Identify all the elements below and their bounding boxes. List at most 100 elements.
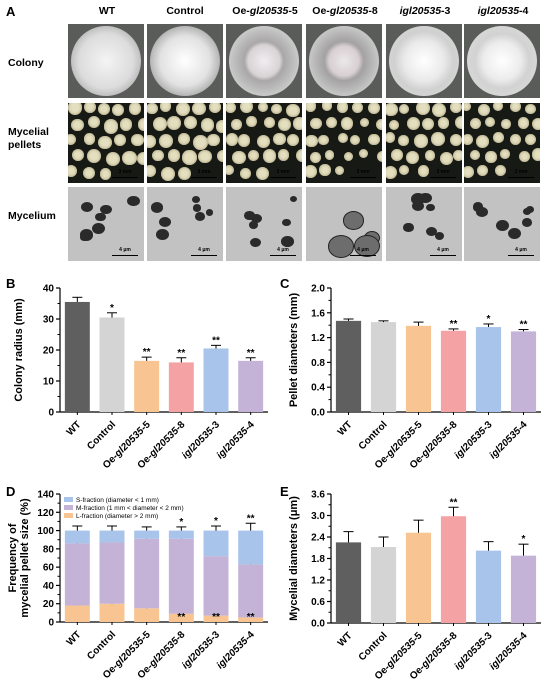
bar bbox=[475, 550, 502, 623]
pellet-blob bbox=[255, 166, 269, 180]
pellet-blob bbox=[464, 165, 474, 178]
bar bbox=[238, 360, 264, 412]
pellet-blob bbox=[509, 133, 522, 145]
pellet-blob bbox=[464, 133, 474, 145]
scalebar-mycelium-control: 4 μm bbox=[191, 247, 217, 257]
y-tick-label: 20 bbox=[43, 346, 55, 357]
y-tick-label: 60 bbox=[43, 563, 55, 574]
pellet-blob bbox=[68, 103, 83, 115]
pellet-blob bbox=[318, 134, 329, 146]
mycelium-photo-oe5: 4 μm bbox=[226, 187, 302, 261]
stacked-bar-segment bbox=[238, 564, 264, 618]
significance-mark: ** bbox=[212, 612, 220, 623]
y-tick-label: 80 bbox=[43, 544, 55, 555]
y-tick-label: 0 bbox=[48, 618, 54, 629]
scalebar-mycelium-wt: 4 μm bbox=[112, 247, 138, 257]
pellet-blob bbox=[525, 103, 536, 115]
chart-e-mycelial-diameters: 0.0 0.6 1.2 1.8 2.4 3.0 3.6 Mycelial diameters … bbox=[288, 490, 541, 682]
pellet-blob bbox=[98, 103, 111, 115]
hypha-cross-section bbox=[250, 237, 262, 248]
y-tick-label: 20 bbox=[43, 599, 55, 610]
hypha-cross-section bbox=[342, 211, 364, 230]
pellet-blob bbox=[431, 103, 446, 118]
chart-c-pellet-diameters: 0.0 0.4 0.8 1.2 1.6 2.0 Pellet diameters (mm) W… bbox=[288, 284, 541, 471]
panel-letter-a: A bbox=[6, 4, 16, 19]
pellet-blob bbox=[103, 119, 119, 134]
pellet-blob bbox=[83, 103, 97, 114]
y-axis-label: Colony radius (mm) bbox=[13, 298, 25, 402]
pellet-blob bbox=[122, 150, 137, 166]
x-tick-label: Control bbox=[357, 419, 390, 452]
pellet-blob bbox=[399, 164, 410, 176]
y-tick-label: 0.6 bbox=[311, 597, 325, 608]
pellet-blob bbox=[415, 103, 430, 115]
pellet-blob bbox=[87, 148, 102, 163]
stacked-bar-segment bbox=[99, 530, 125, 543]
y-tick-label: 100 bbox=[37, 526, 54, 537]
row-label-colony: Colony bbox=[8, 57, 44, 69]
hypha-cross-section bbox=[151, 202, 164, 213]
pellet-blob bbox=[386, 103, 398, 117]
bar bbox=[168, 362, 194, 412]
significance-mark: ** bbox=[143, 347, 151, 358]
bar bbox=[64, 301, 90, 412]
pellet-blob bbox=[273, 132, 286, 146]
pellet-blob bbox=[159, 103, 172, 112]
stacked-bar-segment bbox=[64, 530, 90, 544]
stacked-bar-segment bbox=[134, 608, 160, 622]
pellet-blob bbox=[119, 118, 133, 131]
hypha-cross-section bbox=[250, 214, 262, 224]
bar bbox=[510, 331, 537, 412]
y-tick-label: 1.8 bbox=[311, 554, 325, 565]
significance-mark: ** bbox=[177, 612, 185, 623]
pellet-blob bbox=[501, 118, 511, 129]
significance-mark: ** bbox=[247, 612, 255, 623]
x-tick-label: Control bbox=[85, 419, 118, 452]
y-axis-label: Pellet diameters (mm) bbox=[288, 293, 300, 408]
pellet-blob bbox=[532, 148, 540, 161]
stacked-bar-segment bbox=[64, 605, 90, 622]
significance-mark: * bbox=[522, 534, 526, 545]
bar bbox=[203, 348, 229, 412]
pellet-blob bbox=[257, 103, 269, 113]
mycelium-photo-igl4: 4 μm bbox=[464, 187, 540, 261]
pellet-blob bbox=[191, 103, 206, 116]
pellet-blob bbox=[386, 132, 396, 144]
pellet-blob bbox=[262, 148, 277, 163]
pellet-blob bbox=[453, 149, 462, 161]
scalebar-mycelium-igl4: 4 μm bbox=[508, 247, 534, 257]
hypha-cross-section bbox=[194, 211, 206, 221]
pellet-blob bbox=[326, 116, 338, 128]
mycelium-photo-control: 4 μm bbox=[147, 187, 223, 261]
pellet-blob bbox=[216, 150, 223, 163]
pellet-blob bbox=[351, 103, 363, 113]
pellet-blob bbox=[200, 118, 215, 132]
pellet-blob bbox=[239, 167, 251, 179]
pellet-blob bbox=[147, 135, 156, 148]
stacked-bar-segment bbox=[203, 556, 229, 616]
y-tick-label: 1.2 bbox=[311, 333, 325, 344]
pellet-blob bbox=[478, 103, 491, 116]
hypha-cross-section bbox=[419, 192, 432, 204]
pellet-blob bbox=[286, 103, 301, 118]
significance-mark: * bbox=[214, 516, 218, 527]
pellet-blob bbox=[68, 133, 77, 145]
y-axis-label: Mycelial diameters (μm) bbox=[288, 496, 300, 621]
bar bbox=[335, 542, 362, 623]
bar bbox=[475, 327, 502, 412]
mycelium-photo-oe8: 4 μm bbox=[306, 187, 382, 261]
pellet-blob bbox=[263, 116, 275, 128]
hypha-cross-section bbox=[426, 203, 436, 212]
pellet-blob bbox=[359, 117, 370, 128]
scalebar-pellets-igl3: 3 mm bbox=[430, 169, 456, 179]
pellet-blob bbox=[177, 133, 190, 146]
pellet-blob bbox=[271, 103, 282, 115]
pellet-blob bbox=[492, 132, 504, 143]
y-tick-label: 3.0 bbox=[311, 511, 325, 522]
scalebar-pellets-oe8: 3 mm bbox=[350, 169, 376, 179]
pellet-blob bbox=[389, 119, 400, 130]
scalebar-pellets-control: 3 mm bbox=[191, 169, 217, 179]
colony-photo-igl4 bbox=[464, 24, 540, 98]
x-tick-label: WT bbox=[65, 629, 84, 648]
